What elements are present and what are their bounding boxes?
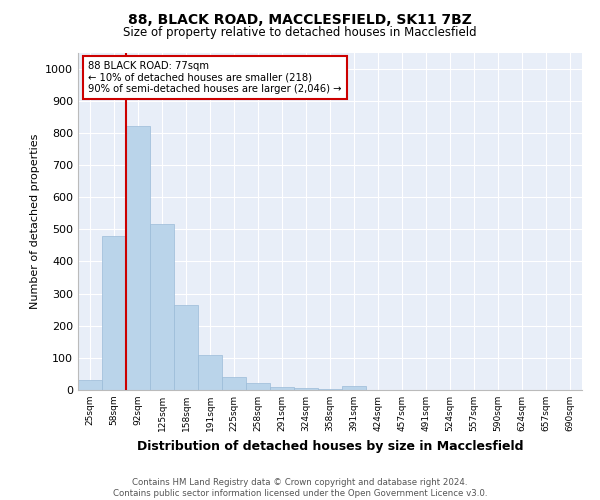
Text: Contains HM Land Registry data © Crown copyright and database right 2024.
Contai: Contains HM Land Registry data © Crown c…	[113, 478, 487, 498]
Bar	[198, 354, 222, 390]
Bar	[270, 387, 294, 390]
Y-axis label: Number of detached properties: Number of detached properties	[29, 134, 40, 309]
Bar	[246, 383, 270, 390]
Text: 88 BLACK ROAD: 77sqm
← 10% of detached houses are smaller (218)
90% of semi-deta: 88 BLACK ROAD: 77sqm ← 10% of detached h…	[88, 61, 341, 94]
Bar	[126, 126, 150, 390]
Bar	[342, 386, 366, 390]
Bar	[294, 388, 318, 390]
Text: Size of property relative to detached houses in Macclesfield: Size of property relative to detached ho…	[123, 26, 477, 39]
Bar	[174, 305, 198, 390]
X-axis label: Distribution of detached houses by size in Macclesfield: Distribution of detached houses by size …	[137, 440, 523, 452]
Bar	[150, 224, 174, 390]
Bar	[78, 380, 102, 390]
Bar	[222, 377, 246, 390]
Bar	[102, 236, 126, 390]
Text: 88, BLACK ROAD, MACCLESFIELD, SK11 7BZ: 88, BLACK ROAD, MACCLESFIELD, SK11 7BZ	[128, 12, 472, 26]
